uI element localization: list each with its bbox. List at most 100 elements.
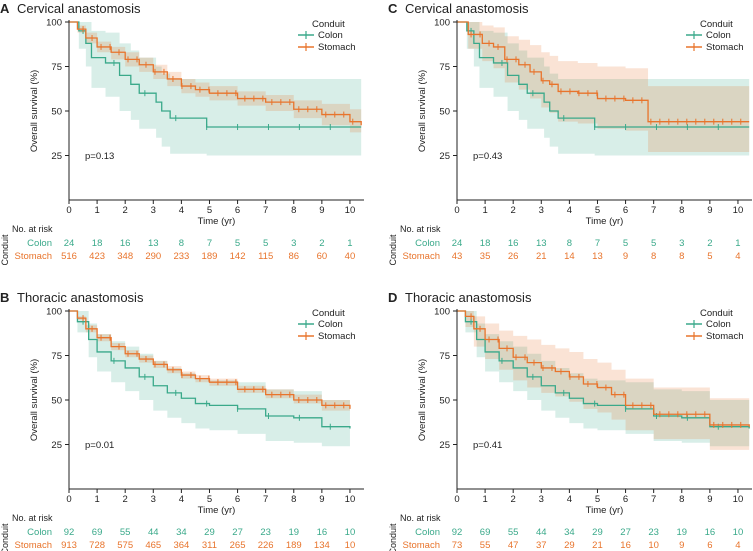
- y-axis-label: Overall survival (%): [29, 359, 40, 441]
- risk-count: 8: [679, 251, 684, 262]
- x-tick-label: 5: [207, 494, 212, 505]
- y-tick-label: 25: [51, 151, 62, 162]
- risk-count: 1: [735, 238, 740, 249]
- risk-count: 21: [592, 540, 603, 551]
- y-tick-label: 50: [51, 107, 62, 118]
- x-tick-label: 6: [623, 205, 628, 216]
- risk-count: 18: [480, 238, 491, 249]
- risk-table-side-label: Conduit: [388, 234, 398, 266]
- y-tick-label: 75: [51, 62, 62, 73]
- ci-band-stomach: [457, 22, 750, 152]
- x-axis-label: Time (yr): [586, 216, 624, 227]
- risk-count: 5: [235, 238, 240, 249]
- risk-count: 5: [263, 238, 268, 249]
- y-axis-label: Overall survival (%): [417, 70, 428, 152]
- legend-label-stomach: Stomach: [318, 331, 356, 342]
- x-tick-label: 5: [595, 205, 600, 216]
- risk-count: 3: [291, 238, 296, 249]
- panel-title: Thoracic anastomosis: [405, 290, 532, 305]
- panel-title: Cervical anastomosis: [17, 1, 141, 16]
- risk-row-label: Stomach: [403, 251, 441, 262]
- risk-count: 92: [452, 527, 463, 538]
- risk-count: 189: [202, 251, 218, 262]
- x-tick-label: 3: [151, 205, 156, 216]
- risk-count: 27: [620, 527, 631, 538]
- x-tick-label: 1: [94, 494, 99, 505]
- x-tick-label: 6: [235, 205, 240, 216]
- risk-count: 3: [679, 238, 684, 249]
- risk-count: 60: [317, 251, 328, 262]
- risk-count: 27: [232, 527, 243, 538]
- risk-count: 34: [176, 527, 187, 538]
- risk-count: 16: [317, 527, 328, 538]
- y-tick-label: 75: [439, 351, 450, 362]
- risk-count: 8: [651, 251, 656, 262]
- x-tick-label: 3: [539, 494, 544, 505]
- risk-count: 13: [592, 251, 603, 262]
- x-tick-label: 0: [66, 205, 71, 216]
- ci-band-colon: [69, 22, 362, 156]
- risk-table-side-label: Conduit: [0, 523, 10, 551]
- panel-title: Cervical anastomosis: [405, 1, 529, 16]
- risk-count: 311: [202, 540, 217, 551]
- ci-band-stomach: [69, 22, 362, 136]
- risk-table-side-label: Conduit: [0, 234, 10, 266]
- x-tick-label: 2: [511, 205, 516, 216]
- x-tick-label: 3: [151, 494, 156, 505]
- risk-count: 8: [567, 238, 572, 249]
- km-curve-stomach: [457, 21, 750, 123]
- x-tick-label: 4: [179, 494, 184, 505]
- risk-count: 516: [61, 251, 77, 262]
- risk-count: 728: [89, 540, 105, 551]
- risk-count: 40: [345, 251, 356, 262]
- risk-count: 348: [117, 251, 133, 262]
- y-tick-label: 25: [439, 440, 450, 451]
- x-axis-label: Time (yr): [198, 216, 236, 227]
- x-tick-label: 0: [454, 205, 459, 216]
- x-tick-label: 9: [319, 494, 324, 505]
- risk-count: 5: [707, 251, 712, 262]
- risk-count: 7: [207, 238, 212, 249]
- panel-title: Thoracic anastomosis: [17, 290, 144, 305]
- risk-count: 24: [64, 238, 75, 249]
- x-tick-label: 6: [623, 494, 628, 505]
- risk-count: 18: [92, 238, 103, 249]
- x-tick-label: 5: [207, 205, 212, 216]
- x-tick-label: 2: [511, 494, 516, 505]
- risk-table-title: No. at risk: [400, 224, 441, 234]
- legend-title: Conduit: [312, 308, 345, 319]
- x-tick-label: 8: [291, 494, 296, 505]
- y-axis-label: Overall survival (%): [29, 70, 40, 152]
- risk-count: 44: [148, 527, 159, 538]
- risk-count: 19: [676, 527, 687, 538]
- x-tick-label: 3: [539, 205, 544, 216]
- risk-count: 69: [92, 527, 103, 538]
- risk-row-label: Colon: [415, 238, 440, 249]
- risk-count: 5: [651, 238, 656, 249]
- x-tick-label: 0: [66, 494, 71, 505]
- risk-count: 6: [707, 540, 712, 551]
- legend-title: Conduit: [700, 19, 733, 30]
- risk-count: 8: [179, 238, 184, 249]
- km-curve-colon: [457, 310, 750, 429]
- x-tick-label: 1: [94, 205, 99, 216]
- risk-count: 23: [648, 527, 659, 538]
- p-value: p=0.01: [85, 440, 114, 451]
- p-value: p=0.43: [473, 151, 502, 162]
- legend-label-stomach: Stomach: [318, 42, 356, 53]
- legend-label-colon: Colon: [318, 30, 343, 41]
- risk-count: 1: [347, 238, 352, 249]
- x-tick-label: 8: [291, 205, 296, 216]
- risk-count: 4: [735, 540, 740, 551]
- risk-count: 134: [314, 540, 330, 551]
- risk-count: 913: [61, 540, 77, 551]
- risk-count: 47: [508, 540, 519, 551]
- risk-count: 92: [64, 527, 75, 538]
- risk-count: 9: [623, 251, 628, 262]
- y-tick-label: 75: [439, 62, 450, 73]
- risk-count: 4: [735, 251, 740, 262]
- ci-band-colon: [457, 311, 750, 447]
- panel-letter: C: [388, 1, 398, 16]
